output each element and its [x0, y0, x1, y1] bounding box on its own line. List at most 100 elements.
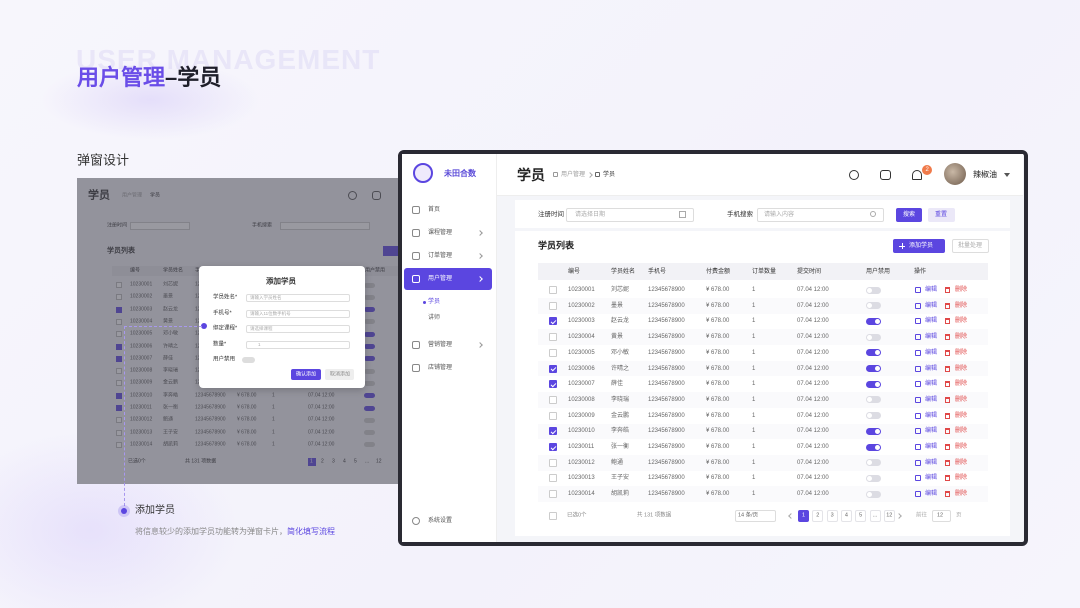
- cell: 10230014: [568, 491, 595, 498]
- row-checkbox[interactable]: [549, 427, 557, 436]
- modal-confirm-label[interactable]: 确认添加: [296, 371, 317, 377]
- row-checkbox[interactable]: [549, 317, 557, 326]
- menu-item[interactable]: 营销管理: [428, 342, 453, 348]
- toggle[interactable]: [866, 443, 881, 451]
- delete-action[interactable]: 删除: [955, 412, 968, 419]
- page-number[interactable]: 3: [830, 512, 834, 519]
- row-checkbox[interactable]: [549, 333, 557, 342]
- delete-action[interactable]: 删除: [955, 396, 968, 403]
- delete-action[interactable]: 删除: [955, 459, 968, 466]
- cell: ¥ 678.00: [706, 381, 730, 388]
- cell: 07.04 12:00: [797, 444, 829, 450]
- row-checkbox[interactable]: [549, 364, 557, 373]
- toggle[interactable]: [866, 474, 881, 482]
- delete-action[interactable]: 删除: [955, 318, 968, 325]
- toggle[interactable]: [866, 302, 881, 310]
- row-checkbox[interactable]: [549, 474, 557, 483]
- edit-action[interactable]: 编辑: [925, 381, 938, 388]
- delete-action[interactable]: 删除: [955, 444, 968, 450]
- edit-icon: [915, 491, 921, 498]
- cell: 10230007: [568, 381, 595, 388]
- toggle[interactable]: [866, 317, 881, 325]
- edit-action[interactable]: 编辑: [925, 475, 938, 482]
- row-checkbox[interactable]: [549, 348, 557, 357]
- page-number[interactable]: 5: [859, 512, 863, 519]
- toggle[interactable]: [866, 490, 881, 498]
- row-checkbox[interactable]: [549, 443, 557, 451]
- cell: 李奔皓: [611, 428, 630, 435]
- edit-action[interactable]: 编辑: [925, 428, 938, 435]
- toggle[interactable]: [866, 412, 881, 420]
- edit-action[interactable]: 编辑: [925, 491, 938, 498]
- page-number[interactable]: 4: [844, 512, 848, 519]
- edit-action[interactable]: 编辑: [925, 287, 938, 293]
- delete-action[interactable]: 删除: [955, 349, 968, 356]
- edit-action[interactable]: 编辑: [925, 459, 938, 466]
- delete-action[interactable]: 删除: [955, 302, 968, 309]
- delete-action[interactable]: 删除: [955, 428, 968, 435]
- row-checkbox[interactable]: [549, 380, 557, 389]
- edit-action[interactable]: 编辑: [925, 365, 938, 372]
- toggle[interactable]: [866, 459, 881, 467]
- page-number[interactable]: 12: [886, 512, 893, 519]
- toggle-knob: [867, 413, 872, 419]
- cell: 邓小敏: [611, 349, 630, 356]
- edit-action[interactable]: 编辑: [925, 444, 938, 450]
- row-checkbox[interactable]: [549, 286, 557, 294]
- menu-icon: [412, 341, 420, 349]
- menu-item[interactable]: 课程管理: [428, 230, 453, 236]
- delete-action[interactable]: 删除: [955, 491, 968, 498]
- goto-label: 前往: [916, 512, 928, 519]
- edit-action[interactable]: 编辑: [925, 412, 938, 419]
- menu-item[interactable]: 店铺管理: [428, 365, 453, 371]
- toggle[interactable]: [866, 333, 881, 341]
- row-checkbox[interactable]: [549, 458, 557, 467]
- delete-action[interactable]: 删除: [955, 287, 968, 293]
- row-checkbox[interactable]: [549, 411, 557, 420]
- breadcrumb[interactable]: 用户管理: [561, 172, 586, 178]
- menu-item[interactable]: 用户管理: [428, 276, 453, 282]
- cell: 1: [752, 318, 756, 325]
- toggle[interactable]: [866, 427, 881, 435]
- filter-card: [515, 200, 1010, 228]
- edit-action[interactable]: 编辑: [925, 396, 938, 403]
- page-number[interactable]: 2: [816, 512, 820, 519]
- list-title: 学员列表: [538, 240, 575, 251]
- toggle[interactable]: [866, 286, 881, 294]
- menu-item[interactable]: 订单管理: [428, 253, 453, 259]
- reset-button[interactable]: 重置: [935, 212, 948, 218]
- menu-icon: [412, 252, 420, 260]
- page-number[interactable]: 1: [801, 512, 806, 519]
- page-size[interactable]: 14 条/页: [738, 512, 759, 519]
- avatar: [944, 163, 966, 185]
- toggle[interactable]: [866, 380, 881, 388]
- toggle[interactable]: [866, 349, 881, 357]
- toggle[interactable]: [866, 396, 881, 404]
- page-number[interactable]: ...: [872, 512, 878, 519]
- submenu-item[interactable]: 讲师: [428, 315, 441, 321]
- toggle[interactable]: [866, 365, 881, 372]
- menu-item[interactable]: 系统设置: [428, 518, 453, 524]
- add-button[interactable]: 添加学员: [909, 243, 934, 249]
- row-checkbox[interactable]: [549, 395, 557, 404]
- search-button[interactable]: 搜索: [903, 212, 916, 218]
- edit-action[interactable]: 编辑: [925, 349, 938, 356]
- delete-action[interactable]: 删除: [955, 381, 968, 388]
- cell: 1: [752, 412, 756, 419]
- row-checkbox[interactable]: [549, 301, 557, 310]
- edit-action[interactable]: 编辑: [925, 318, 938, 325]
- batch-button[interactable]: 批量处理: [958, 243, 983, 249]
- modal-cancel-label[interactable]: 取消添加: [330, 371, 351, 377]
- edit-action[interactable]: 编辑: [925, 302, 938, 309]
- settings-icon: [412, 517, 420, 525]
- toggle-knob: [874, 444, 880, 450]
- delete-action[interactable]: 删除: [955, 475, 968, 482]
- edit-action[interactable]: 编辑: [925, 334, 938, 341]
- row-checkbox[interactable]: [549, 490, 557, 499]
- user-name[interactable]: 辣椒油: [973, 170, 997, 179]
- delete-action[interactable]: 删除: [955, 365, 968, 372]
- menu-item[interactable]: 首页: [428, 207, 441, 213]
- submenu-item[interactable]: 学员: [428, 299, 441, 305]
- delete-action[interactable]: 删除: [955, 334, 968, 341]
- cell: 10230004: [568, 334, 595, 341]
